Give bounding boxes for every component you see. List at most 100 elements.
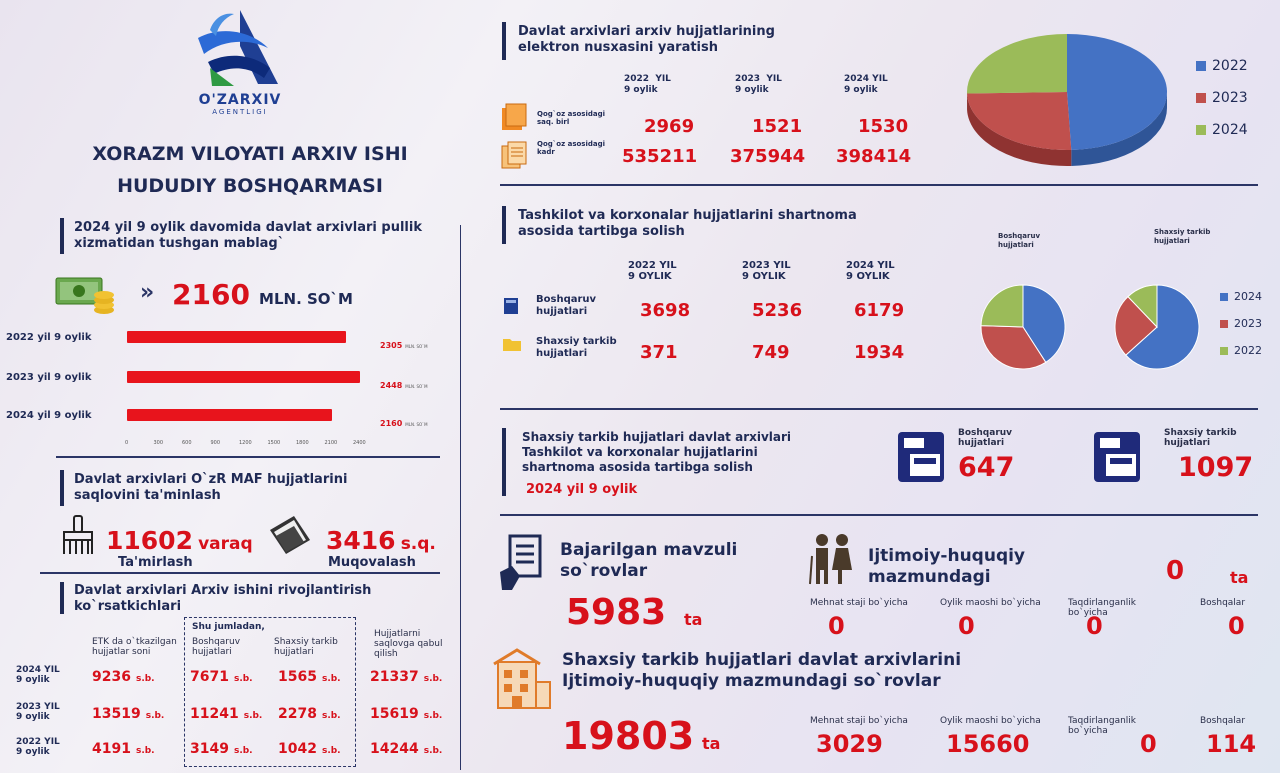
social-value: 0 [1166,556,1185,586]
digital-legend-item: 2024 [1196,122,1248,138]
maf-title-line1: Davlat arxivlari O`zR MAF hujjatlarini [74,472,348,487]
social-col-value: 0 [958,612,975,640]
pie1-title: Boshqaruv hujjatlari [998,232,1040,250]
folder-blue-icon [502,296,520,320]
bar [127,331,346,343]
pie-slice-side [967,93,1072,166]
cell-shax-value: 2278 [278,706,317,722]
repair-label: Ta'mirlash [118,555,193,570]
thematic-title: Bajarilgan mavzuli so`rovlar [560,540,737,582]
divider-maf [40,572,440,574]
boshqaruv-pie-chart [980,284,1066,370]
legend-swatch [1196,93,1206,103]
org-legend-item: 2022 [1220,344,1262,357]
social-unit: ta [1230,568,1249,587]
cell-qabul-value: 14244 [370,741,419,757]
logo: O'ZARXIV AGENTLIGI [190,8,290,123]
pie-slice [1125,284,1200,370]
pie-slice [980,325,1047,370]
pers-col-label: Oylik maoshi bo`yicha [940,716,1041,726]
cell-unit: s.b. [321,674,341,684]
x-tick-label: 900 [210,440,221,446]
paid-title-line2: xizmatidan tushgan mablag` [74,236,285,251]
x-tick-label: 1500 [267,440,281,446]
cell-etk: 4191 s.b. [92,738,155,757]
pie-slice [1127,284,1158,329]
legend-label: 2022 [1212,58,1248,74]
col-bosh: Boshqaruv hujjatlari [192,637,241,657]
maf-section-title: Davlat arxivlari O`zR MAF hujjatlarini s… [74,472,444,504]
digital-row-label1: Qog`oz asosidagi [537,140,606,148]
cell-unit: s.b. [233,674,253,684]
legend-swatch [1196,125,1206,135]
personnel-line1: Shaxsiy tarkib hujjatlari davlat arxivla… [522,430,792,444]
social-col-label: Boshqalar [1200,598,1246,608]
org-legend-item: 2024 [1220,290,1262,303]
legend-label: 2023 [1212,90,1248,106]
pie-slice [967,92,1072,150]
col-including: Shu jumladan, [192,622,265,632]
personnel-s-label2: hujjatlari [1164,438,1211,448]
cell-qabul: 14244 s.b. [370,738,442,757]
org-col-period: 9 OYLIK [628,271,672,282]
legend-label: 2024 [1212,122,1248,138]
personnel-line3: shartnoma asosida tartibga solish [522,460,753,474]
org-section-marker [502,206,506,244]
legend-swatch [1220,347,1228,355]
thematic-unit: ta [684,610,703,629]
digital-value: 2969 [644,116,695,137]
cell-etk-value: 9236 [92,669,131,685]
org-section-title: Tashkilot va korxonalar hujjatlarini sha… [518,208,878,240]
pie2-title-line1: Shaxsiy tarkib [1154,228,1211,236]
brush-icon [60,514,96,560]
cell-unit: s.b. [423,746,443,756]
personnel-b-label: Boshqaruv hujjatlari [958,428,1012,448]
cell-shax-value: 1565 [278,669,317,685]
org-title-line1: Tashkilot va korxonalar hujjatlarini sha… [518,208,857,223]
cell-bosh-value: 3149 [190,741,229,757]
repair-unit: varaq [198,534,253,554]
personnel-s-label1: Shaxsiy tarkib [1164,428,1237,438]
pers-social-title-line1: Shaxsiy tarkib hujjatlari davlat arxivla… [562,650,962,670]
paid-total-unit: MLN. SO`M [259,290,353,308]
personnel-s-value: 1097 [1178,452,1254,483]
repair-value: 11602 [106,526,193,555]
bar-label: 2024 yil 9 oylik [6,410,92,421]
social-title-line1: Ijtimoiy-huquqiy [868,546,1026,566]
pie-slice [980,284,1024,328]
digital-section-marker [502,22,506,60]
cell-qabul-value: 21337 [370,669,419,685]
divider-org [500,408,1258,410]
digital-value: 535211 [622,146,698,167]
social-col-value: 0 [828,612,845,640]
pie1-title-line1: Boshqaruv [998,232,1041,240]
thematic-title-line1: Bajarilgan mavzuli [560,540,738,560]
bar [127,371,360,383]
legend-label: 2024 [1234,290,1262,303]
pers-social-value: 19803 [562,714,695,758]
personnel-b-value: 647 [958,452,1015,483]
bar-value-label: 2160 MLN. SO`M [380,411,428,430]
personnel-b-label1: Boshqaruv [958,428,1013,438]
org-row-label2: hujjatlari [536,306,588,317]
legend-swatch [1220,293,1228,301]
x-tick-label: 600 [182,440,192,446]
digital-row-label1: Qog`oz asosidagi [537,110,606,118]
logo-sub: AGENTLIGI [212,108,268,116]
org-col-period: 9 OYLIK [742,271,786,282]
dev-title-line1: Davlat arxivlari Arxiv ishini rivojlanti… [74,583,372,598]
legend-label: 2022 [1234,344,1262,357]
personnel-title: Shaxsiy tarkib hujjatlari davlat arxivla… [522,430,791,475]
cell-unit: s.b. [233,746,253,756]
legend-swatch [1220,320,1228,328]
archive-box-icon [894,428,948,490]
cell-bosh: 3149 s.b. [190,738,253,757]
cell-unit: s.b. [135,746,155,756]
dev-title-line2: ko`rsatkichlari [74,599,182,614]
bar-label: 2022 yil 9 oylik [6,332,92,343]
page-title-line2: HUDUDIY BOSHQARMASI [117,175,383,197]
divider-paid [56,456,440,458]
digital-value: 1521 [752,116,803,137]
money-icon [54,274,118,320]
cell-unit: s.b. [243,711,263,721]
